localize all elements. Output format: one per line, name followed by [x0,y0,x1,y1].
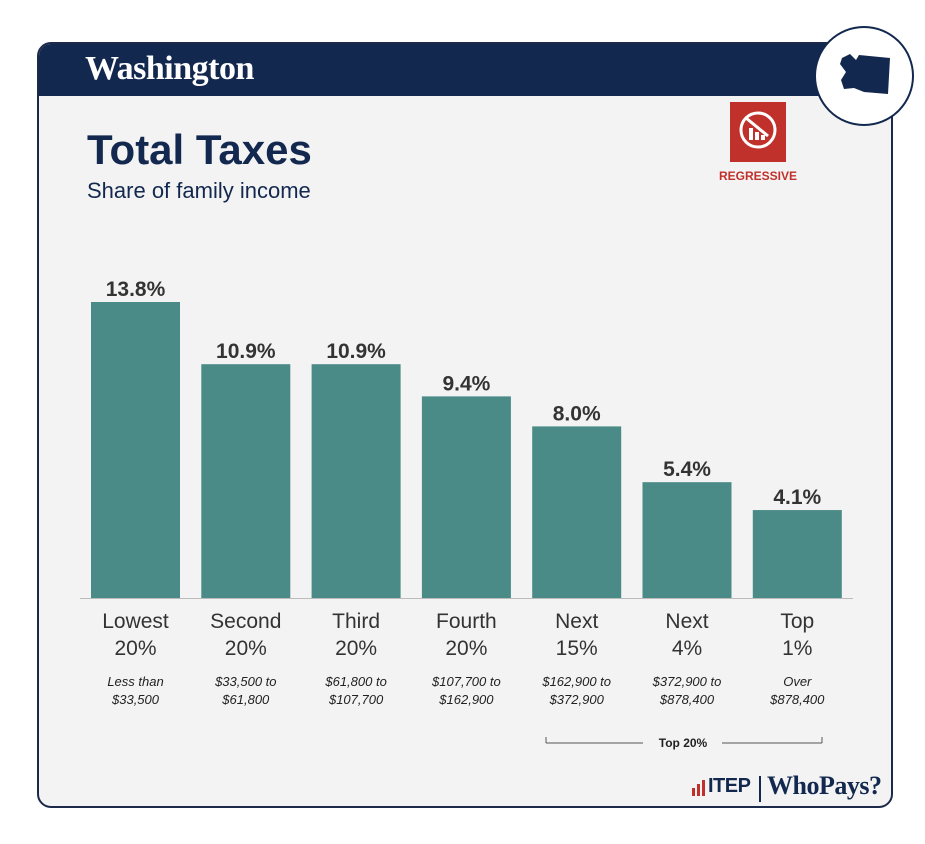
income-range-label: $878,400 [769,692,825,707]
income-range-label: $61,800 [221,692,270,707]
category-label: Lowest [102,610,169,633]
state-name: Washington [85,50,254,87]
logo-divider [759,776,761,802]
category-label: 20% [335,637,377,660]
itep-text: ITEP [708,775,751,797]
income-range-label: $162,900 [438,692,494,707]
bar-value-label: 13.8% [106,278,166,301]
income-range-label: Over [783,674,812,689]
regressive-icon [730,102,786,162]
category-label: 4% [672,637,702,660]
whopays-logo: WhoPays? [767,771,882,800]
category-label: Second [210,610,281,633]
bar-value-label: 5.4% [663,458,711,481]
income-range-label: $372,900 to [652,674,722,689]
income-range-label: $162,900 to [541,674,611,689]
bar-value-label: 10.9% [216,340,276,363]
income-range-label: Less than [107,674,163,689]
income-range-label: $107,700 to [431,674,501,689]
category-label: Fourth [436,610,497,633]
category-label: 15% [556,637,598,660]
income-range-label: $372,900 [549,692,605,707]
bar [91,302,180,598]
income-range-label: $33,500 [111,692,160,707]
category-label: Next [665,610,708,633]
income-range-label: $61,800 to [324,674,386,689]
category-label: 1% [782,637,812,660]
top-20-group-label: Top 20% [659,736,708,750]
regressive-label: REGRESSIVE [718,169,798,183]
income-range-label: $107,700 [328,692,384,707]
category-label: Third [332,610,380,633]
header-bar: Washington [39,44,891,96]
itep-bars-icon [692,780,705,796]
category-label: 20% [114,637,156,660]
category-label: Next [555,610,598,633]
chart-title: Total Taxes [87,126,312,173]
income-range-label: $33,500 to [214,674,276,689]
chart-subtitle: Share of family income [87,178,311,203]
bar-value-label: 4.1% [773,486,821,509]
washington-map-icon [814,26,914,126]
bar-value-label: 10.9% [326,340,386,363]
bar-value-label: 8.0% [553,402,601,425]
income-range-label: $878,400 [659,692,715,707]
category-label: 20% [445,637,487,660]
bar [642,482,732,598]
bar [532,426,622,598]
bar [311,364,401,598]
category-label: Top [780,610,814,633]
category-label: 20% [225,637,267,660]
bar [752,510,842,598]
bar [421,396,511,598]
bar [201,364,291,598]
bar-value-label: 9.4% [442,372,490,395]
